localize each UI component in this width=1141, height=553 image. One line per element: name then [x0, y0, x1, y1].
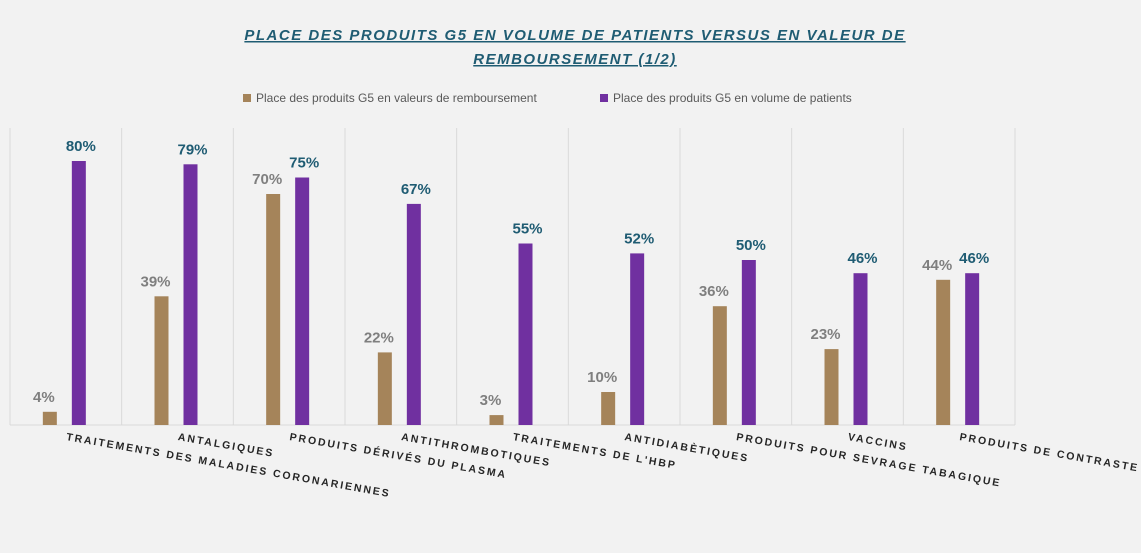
- legend-label: Place des produits G5 en valeurs de remb…: [256, 91, 537, 105]
- bar: [266, 194, 281, 425]
- data-label: 52%: [624, 230, 654, 247]
- data-label: 44%: [922, 257, 952, 274]
- legend-label: Place des produits G5 en volume de patie…: [613, 91, 852, 105]
- data-label: 39%: [140, 273, 170, 290]
- data-label: 50%: [736, 237, 766, 254]
- bar: [183, 164, 198, 426]
- bar: [42, 411, 57, 425]
- bar: [154, 296, 169, 425]
- legend-swatch: [600, 94, 608, 102]
- chart-title: PLACE DES PRODUITS G5 EN VOLUME DE PATIE…: [244, 27, 905, 44]
- data-label: 36%: [699, 283, 729, 300]
- data-label: 79%: [177, 141, 207, 158]
- bar: [377, 352, 392, 425]
- bar: [965, 273, 980, 425]
- bar: [489, 415, 504, 425]
- data-label: 3%: [480, 392, 502, 409]
- bar: [936, 279, 951, 425]
- bar: [71, 161, 86, 425]
- data-label: 4%: [33, 389, 55, 406]
- bar: [630, 253, 645, 425]
- chart-title: REMBOURSEMENT (1/2): [473, 51, 677, 68]
- legend-swatch: [243, 94, 251, 102]
- bar: [824, 349, 839, 425]
- data-label: 67%: [401, 181, 431, 198]
- bar: [741, 260, 756, 425]
- data-label: 22%: [364, 329, 394, 346]
- data-label: 46%: [959, 250, 989, 267]
- bar: [518, 243, 533, 425]
- bar: [601, 392, 616, 425]
- bar: [712, 306, 727, 425]
- data-label: 70%: [252, 171, 282, 188]
- data-label: 46%: [847, 250, 877, 267]
- data-label: 23%: [810, 326, 840, 343]
- data-label: 75%: [289, 155, 319, 172]
- data-label: 10%: [587, 369, 617, 386]
- bar: [406, 203, 421, 425]
- bar: [853, 273, 868, 425]
- data-label: 55%: [512, 221, 542, 238]
- data-label: 80%: [66, 138, 96, 155]
- bar: [295, 177, 310, 425]
